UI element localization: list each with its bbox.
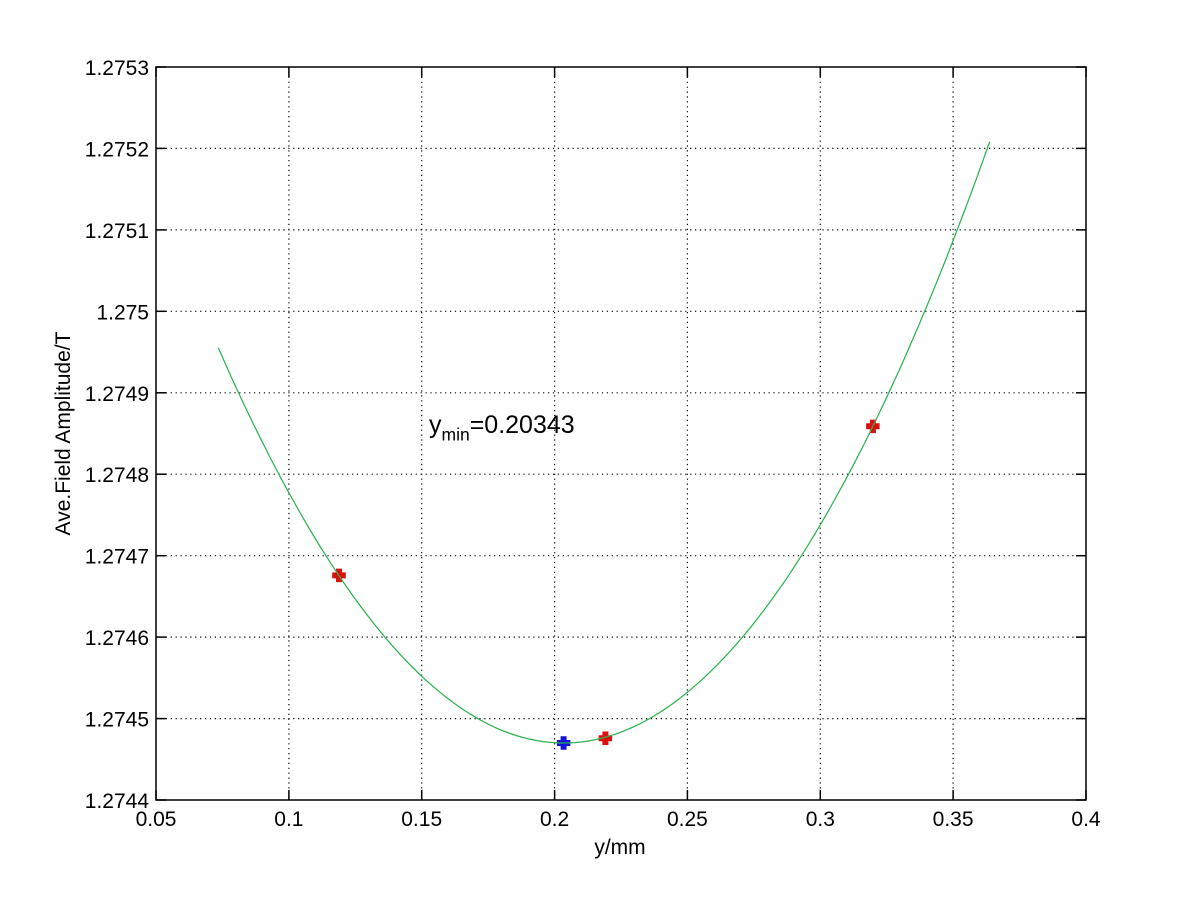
svg-text:1.2748: 1.2748 — [85, 464, 149, 487]
svg-text:ymin=0.20343: ymin=0.20343 — [429, 411, 575, 445]
svg-text:0.4: 0.4 — [1071, 808, 1101, 831]
svg-text:0.05: 0.05 — [136, 808, 177, 831]
svg-text:0.2: 0.2 — [540, 808, 569, 831]
svg-text:1.2745: 1.2745 — [85, 709, 149, 732]
svg-text:0.1: 0.1 — [274, 808, 303, 831]
svg-text:0.3: 0.3 — [806, 808, 835, 831]
svg-text:1.2752: 1.2752 — [85, 138, 149, 161]
svg-text:1.2753: 1.2753 — [85, 57, 149, 80]
svg-text:1.2749: 1.2749 — [85, 383, 149, 406]
svg-text:0.25: 0.25 — [667, 808, 708, 831]
svg-text:1.2747: 1.2747 — [85, 546, 149, 569]
svg-text:1.2751: 1.2751 — [85, 220, 149, 243]
svg-text:1.2744: 1.2744 — [85, 790, 150, 813]
svg-text:0.15: 0.15 — [401, 808, 442, 831]
svg-text:1.2746: 1.2746 — [85, 627, 149, 650]
svg-text:y/mm: y/mm — [594, 836, 645, 859]
svg-text:Ave.Field Amplitude/T: Ave.Field Amplitude/T — [52, 331, 75, 535]
svg-text:0.35: 0.35 — [933, 808, 974, 831]
svg-text:1.275: 1.275 — [96, 301, 149, 324]
